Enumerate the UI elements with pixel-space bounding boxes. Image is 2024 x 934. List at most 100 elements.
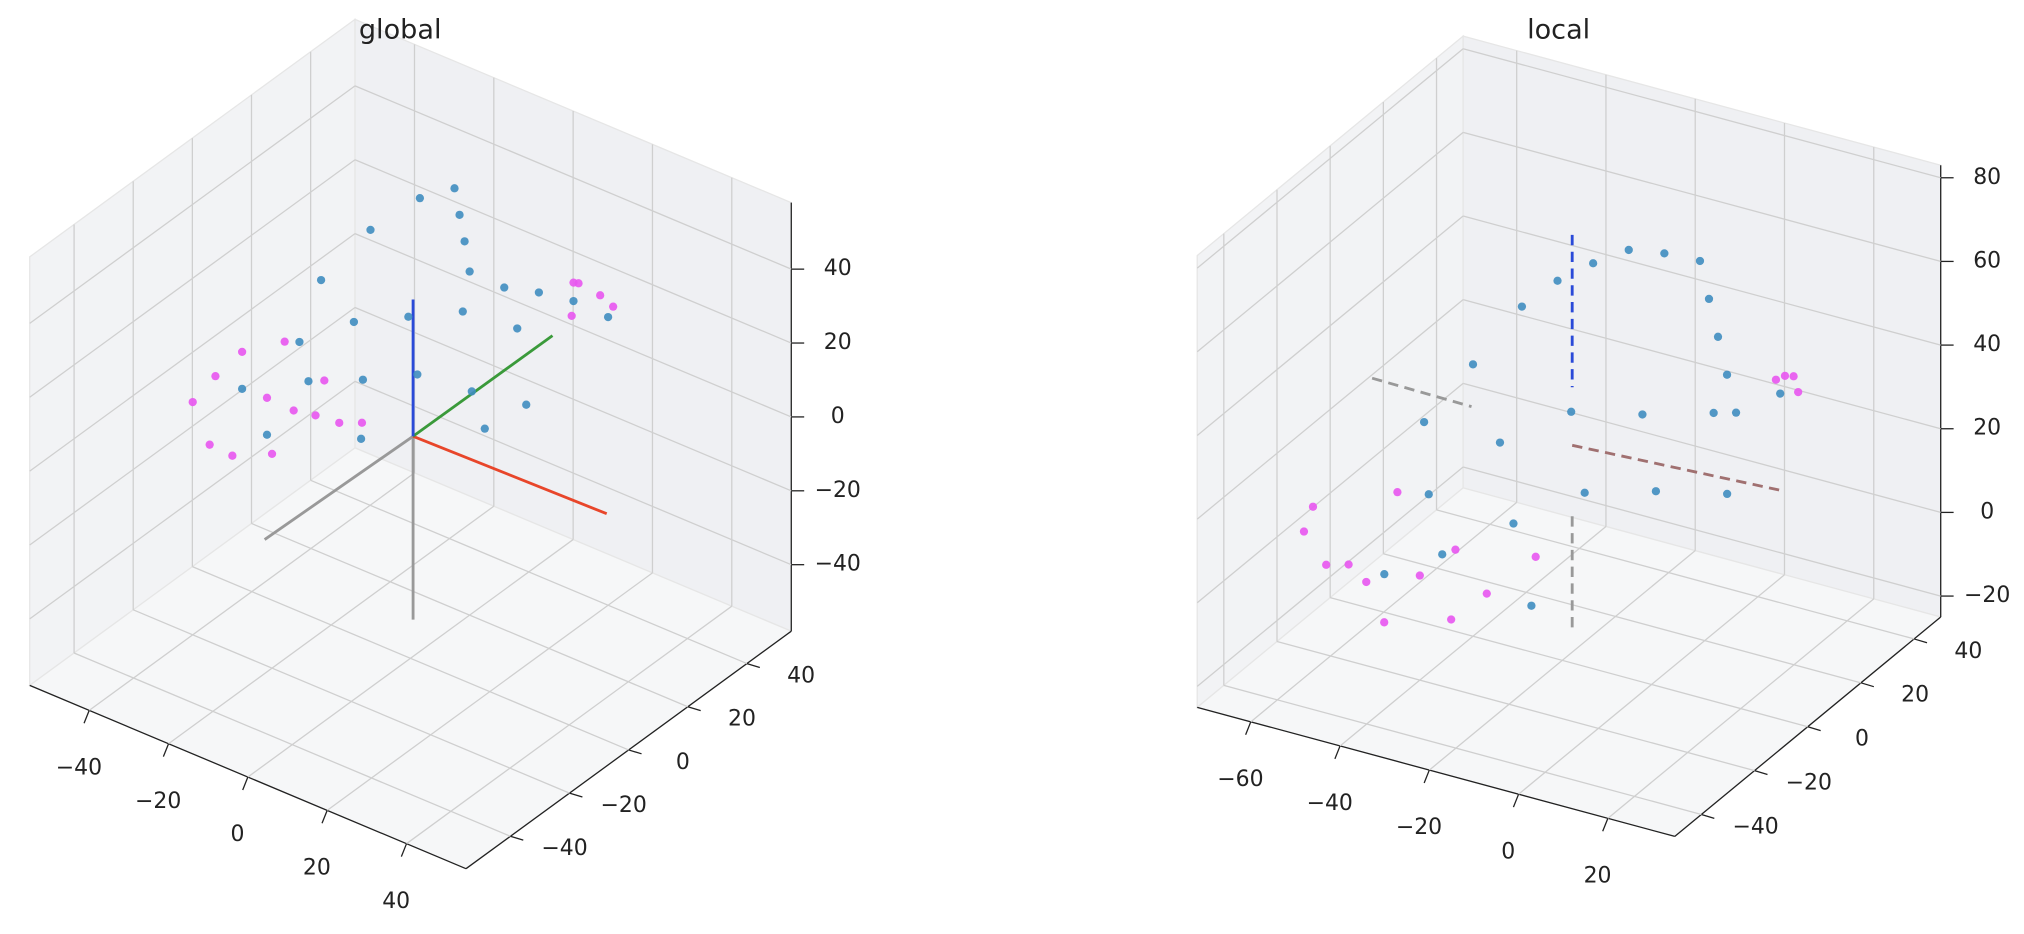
tick-mark	[687, 706, 701, 712]
point	[609, 302, 618, 311]
point	[1415, 571, 1424, 580]
grid-line	[1196, 215, 1464, 436]
tick-label: 0	[831, 404, 845, 429]
frame-line	[1371, 376, 1472, 408]
tick-mark	[242, 776, 249, 791]
point	[205, 440, 214, 449]
tick-label: −20	[1786, 770, 1832, 795]
point	[1695, 256, 1705, 266]
point	[1731, 408, 1741, 417]
point	[567, 311, 576, 321]
point	[1780, 371, 1790, 380]
tick-mark	[1807, 726, 1821, 732]
tick-label: 20	[728, 707, 756, 732]
grid-line	[354, 85, 792, 270]
tick-mark	[746, 662, 761, 669]
point	[237, 384, 247, 393]
plot-layer: −40 −20 0 20 40 −40 −20 0 20 40 −40 −20 0 20 40 global −…	[29, 14, 2010, 914]
tick-label: 20	[303, 855, 331, 880]
tick-label: 0	[1501, 839, 1515, 864]
grid-line	[354, 159, 792, 344]
tick-mark	[510, 835, 524, 841]
tick-label: −40	[541, 836, 587, 861]
point	[596, 291, 605, 300]
point	[1771, 375, 1781, 384]
grid-line	[1462, 382, 1941, 514]
tick-mark	[1423, 769, 1430, 784]
point	[320, 376, 329, 385]
grid-line	[29, 159, 356, 398]
frame-line	[412, 434, 608, 516]
tick-mark	[569, 792, 583, 798]
tick-label: −40	[1307, 791, 1353, 816]
point	[1380, 570, 1389, 579]
grid-line	[1462, 131, 1941, 263]
tick-label: 20	[1584, 863, 1612, 888]
point	[1447, 615, 1456, 624]
point	[262, 393, 272, 402]
tick-label: −20	[1396, 815, 1442, 840]
grid-line	[251, 522, 689, 708]
point	[1419, 417, 1429, 427]
tick-label: 80	[1973, 165, 2001, 190]
point	[1527, 601, 1536, 610]
tick-label: 40	[1954, 639, 1982, 664]
tick-mark	[1754, 769, 1768, 776]
tick-label: −40	[1732, 814, 1778, 839]
point	[316, 275, 326, 285]
tick-label: 20	[1901, 683, 1929, 708]
grid-line	[1196, 48, 1464, 269]
point	[413, 370, 422, 379]
tick-mark	[1602, 818, 1609, 832]
point	[1482, 589, 1491, 598]
point	[1308, 502, 1318, 511]
point	[1299, 527, 1309, 536]
point	[1709, 408, 1718, 418]
point	[1509, 519, 1518, 528]
grid-line	[1330, 597, 1808, 728]
point	[1495, 438, 1505, 447]
point	[280, 337, 289, 346]
tick-label: 40	[824, 256, 852, 281]
tick-mark	[628, 749, 642, 755]
grid-line	[354, 306, 792, 492]
tick-label: −20	[135, 789, 181, 814]
tick-label: 0	[676, 750, 690, 775]
point	[1713, 332, 1723, 341]
point	[480, 424, 489, 433]
point	[1624, 245, 1633, 255]
tick-label: 20	[824, 330, 852, 355]
tick-mark	[321, 810, 328, 824]
point	[513, 324, 522, 333]
grid-line	[1462, 299, 1941, 430]
point	[455, 210, 464, 219]
tick-label: 60	[1973, 248, 2001, 273]
point	[1567, 407, 1576, 416]
tick-mark	[400, 843, 408, 857]
point	[311, 411, 320, 420]
grid-line	[1462, 215, 1941, 346]
point	[262, 430, 272, 439]
point	[1638, 410, 1647, 419]
grid-line	[1196, 131, 1464, 353]
tick-mark	[1512, 793, 1520, 808]
point	[1722, 370, 1732, 379]
point	[1517, 302, 1527, 311]
tick-label: −20	[815, 478, 861, 503]
grid-line	[1196, 382, 1464, 604]
point	[1380, 618, 1389, 627]
grid-line	[29, 306, 356, 546]
tick-mark	[162, 743, 170, 757]
point	[188, 397, 197, 407]
grid-line	[1196, 466, 1464, 687]
grid-line	[1276, 640, 1755, 772]
point	[237, 347, 247, 357]
point	[569, 296, 578, 306]
point	[460, 237, 469, 246]
point	[1344, 560, 1353, 569]
tick-label: −20	[601, 793, 647, 818]
tick-mark	[1334, 745, 1341, 760]
grid-line	[1383, 553, 1862, 684]
tick-label: 40	[787, 663, 815, 688]
point	[289, 406, 298, 415]
